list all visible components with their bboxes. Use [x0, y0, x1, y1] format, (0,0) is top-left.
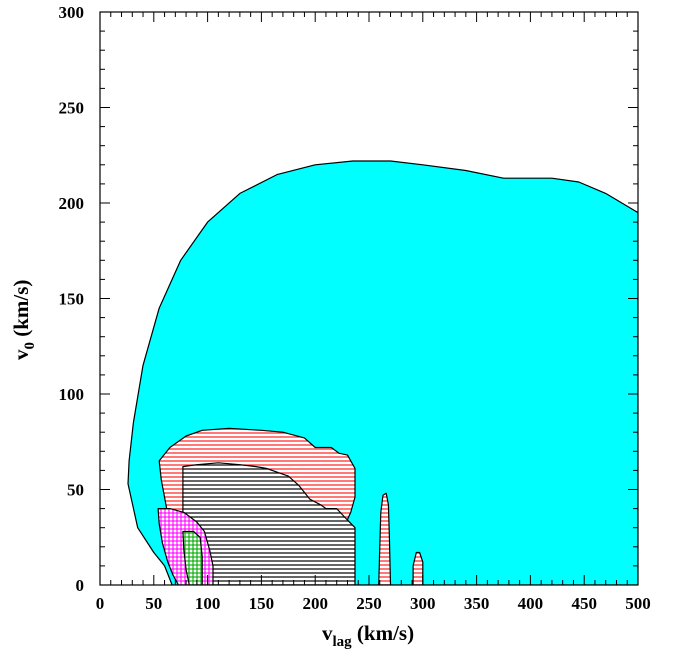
y-tick-label: 300	[59, 3, 85, 22]
x-tick-label: 300	[410, 594, 436, 613]
y-tick-label: 0	[76, 576, 85, 595]
x-tick-label: 100	[195, 594, 221, 613]
x-tick-label: 250	[356, 594, 382, 613]
x-tick-labels: 0 50 100 150 200 250 300 350 400 450 500	[96, 594, 651, 613]
x-tick-label: 400	[518, 594, 544, 613]
x-tick-label: 350	[464, 594, 490, 613]
y-tick-label: 250	[59, 99, 85, 118]
x-tick-label: 0	[96, 594, 105, 613]
y-tick-label: 150	[59, 290, 85, 309]
plot-frame	[99, 11, 639, 586]
x-tick-label: 50	[145, 594, 162, 613]
contour-region-5	[182, 530, 203, 585]
contour-regions	[127, 160, 638, 585]
x-axis-title: vlag (km/s)	[322, 621, 414, 650]
y-tick-label: 200	[59, 194, 85, 213]
x-tick-label: 150	[249, 594, 275, 613]
x-tick-label: 500	[625, 594, 651, 613]
y-tick-label: 50	[67, 481, 84, 500]
y-tick-label: 100	[59, 385, 85, 404]
contour-region-7	[412, 551, 424, 585]
x-tick-label: 450	[571, 594, 597, 613]
x-tick-label: 200	[302, 594, 328, 613]
contour-region-6	[378, 492, 392, 585]
y-tick-labels: 0 50 100 150 200 250 300	[59, 3, 85, 595]
y-axis-title: v0 (km/s)	[9, 280, 38, 360]
contour-region-3	[182, 462, 356, 585]
